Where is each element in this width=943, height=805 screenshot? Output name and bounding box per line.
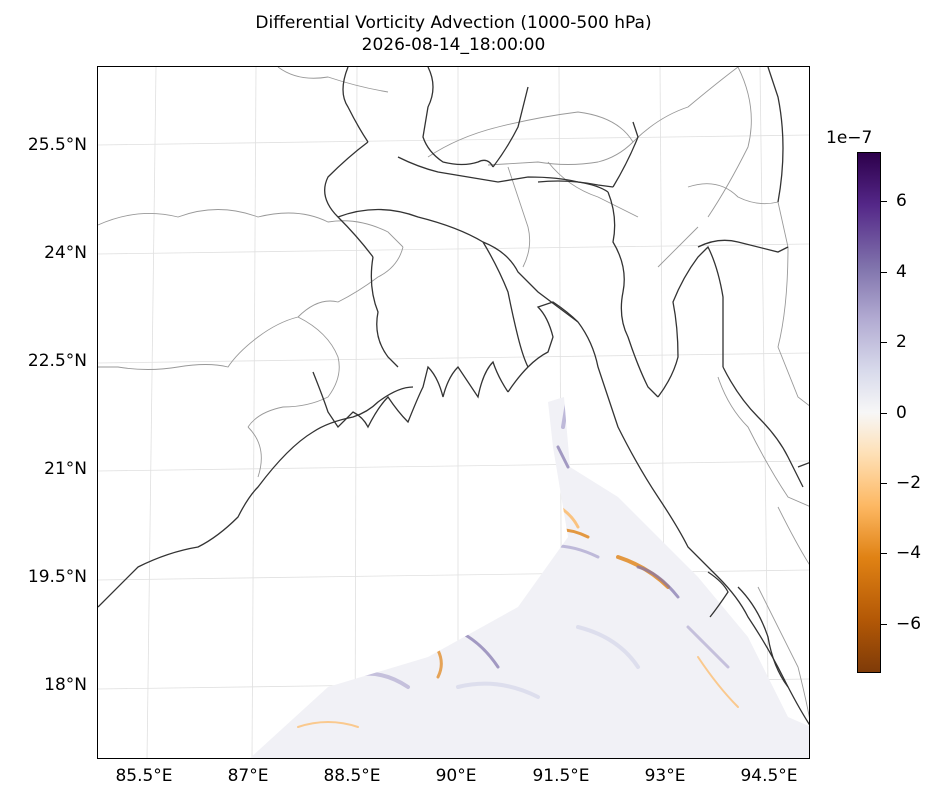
colorbar-tick [881,412,887,414]
map-subtitle: 2026-08-14_18:00:00 [361,35,546,55]
map-panel [97,66,810,759]
colorbar-tick [881,482,887,484]
colorbar-tick [881,342,887,344]
colorbar-exponent: 1e−7 [826,128,873,148]
lat-label: 22.5°N [27,351,87,371]
colorbar-tick-label: −4 [896,543,922,564]
colorbar-tick [881,271,887,273]
lon-label: 87°E [227,766,269,786]
colorbar-tick [881,623,887,625]
lon-label: 88.5°E [323,766,381,786]
colorbar-tick-label: 6 [896,191,907,212]
colorbar-tick-label: 4 [896,261,907,282]
lon-label: 85.5°E [115,766,173,786]
lon-label: 90°E [435,766,477,786]
colorbar-tick [881,553,887,555]
lat-label: 24°N [44,243,87,263]
lat-label: 25.5°N [27,135,87,155]
lat-label: 19.5°N [27,567,87,587]
map-canvas [98,67,809,758]
coastline-borders [98,67,809,726]
lon-label: 94.5°E [740,766,798,786]
colorbar-tick-label: −2 [896,472,922,493]
lon-label: 91.5°E [532,766,590,786]
colorbar [857,152,881,673]
colorbar-tick [881,201,887,203]
lat-label: 21°N [44,459,87,479]
map-title: Differential Vorticity Advection (1000-5… [255,13,652,33]
lon-label: 93°E [644,766,686,786]
colorbar-tick-label: 2 [896,332,907,353]
lat-label: 18°N [44,675,87,695]
colorbar-tick-label: 0 [896,402,907,423]
colorbar-tick-label: −6 [896,613,922,634]
admin-borders [98,67,809,718]
